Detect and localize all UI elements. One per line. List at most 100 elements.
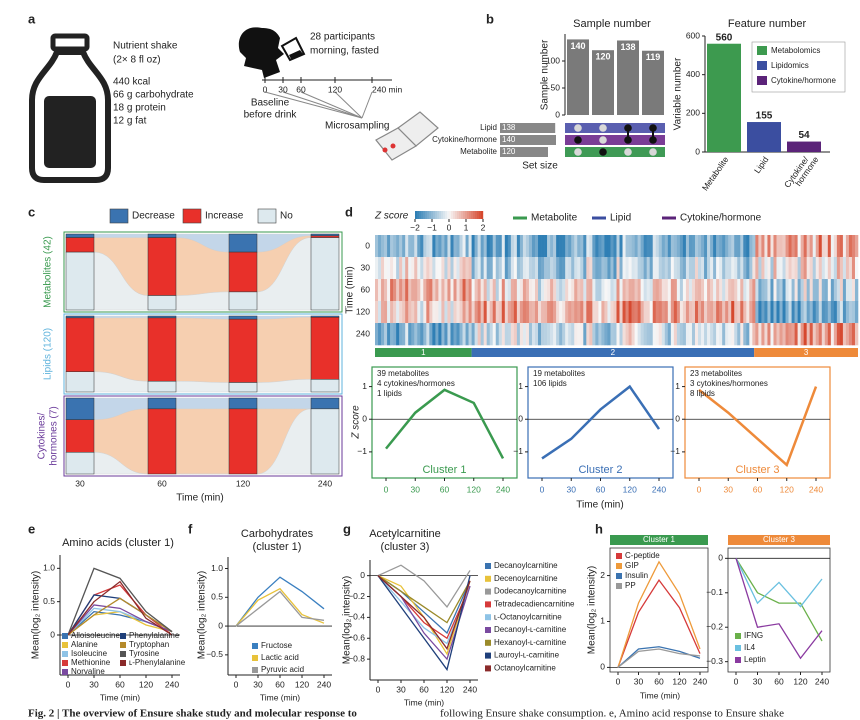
heatmap-cell: [438, 279, 442, 302]
heatmap-cell: [827, 323, 832, 346]
heatmap-cell: [483, 301, 487, 324]
heatmap-cell: [580, 323, 584, 346]
heatmap-cell: [773, 301, 777, 324]
membership-dot: [649, 136, 657, 144]
legend-label: IFNG: [744, 631, 763, 640]
legend-swatch: [257, 208, 277, 224]
heatmap-cell: [749, 323, 753, 346]
heatmap-cell: [435, 279, 439, 302]
heatmap-cell: [773, 323, 777, 346]
heatmap-cell: [691, 323, 696, 346]
heatmap-cell: [489, 279, 494, 302]
heatmap-cell: [438, 301, 442, 324]
heatmap-cell: [598, 257, 602, 280]
heatmap-cell: [510, 257, 515, 280]
x-tick-label: 0: [540, 484, 545, 494]
y-axis-label: Sample number: [540, 39, 551, 110]
heatmap-cell: [595, 301, 599, 324]
heatmap-cell: [803, 279, 807, 302]
heatmap-cell: [679, 323, 684, 346]
heatmap-cell: [731, 235, 735, 258]
heatmap-cell: [842, 257, 847, 280]
heatmap-cell: [643, 257, 647, 280]
x-tick-label: 240: [463, 684, 477, 694]
legend-label: Decanoylcarnitine: [494, 561, 558, 570]
heatmap-cell: [770, 235, 774, 258]
heatmap-cell: [453, 279, 457, 302]
heatmap-cell: [592, 257, 596, 280]
heatmap-cell: [538, 301, 542, 324]
heatmap-cell: [462, 323, 466, 346]
heatmap-cell: [420, 235, 424, 258]
heatmap-cell: [480, 279, 484, 302]
legend-label: Norvaline: [71, 667, 105, 676]
cluster-line: [385, 388, 505, 459]
heatmap-cell: [854, 323, 859, 346]
heatmap-cell: [432, 257, 436, 280]
heatmap-cell: [749, 279, 753, 302]
colorbar-cell: [447, 211, 450, 219]
y-tick-label: 0: [50, 629, 55, 639]
colorbar-tick-label: −1: [427, 222, 437, 232]
colorbar-cell: [419, 211, 422, 219]
legend-label: Leptin: [744, 655, 766, 664]
heatmap-cell: [586, 279, 590, 302]
legend-label: Cytokine/hormone: [771, 76, 836, 85]
heatmap-cell: [423, 323, 427, 346]
heatmap-cell: [489, 235, 494, 258]
heatmap-cell: [842, 301, 847, 324]
heatmap-cell: [740, 301, 744, 324]
heatmap-cell: [589, 323, 593, 346]
heatmap-cell: [531, 235, 536, 258]
heatmap-cell: [652, 279, 657, 302]
heatmap-cell: [586, 301, 590, 324]
heatmap-cell: [707, 235, 711, 258]
heatmap-cell: [574, 323, 578, 346]
cluster-header: [728, 535, 830, 545]
heatmap-cell: [797, 235, 801, 258]
heatmap-cell: [809, 235, 814, 258]
heatmap-cell: [378, 323, 382, 346]
heatmap-cell: [417, 301, 421, 324]
y-axis-label: Time (min): [345, 266, 356, 313]
heatmap-cell: [607, 279, 611, 302]
heatmap-cell: [498, 301, 503, 324]
heatmap-cell: [652, 257, 657, 280]
heatmap-cell: [580, 235, 584, 258]
legend-label: Insulin: [625, 571, 648, 580]
heatmap-cell: [713, 257, 717, 280]
heatmap-cell: [547, 257, 551, 280]
row-label: 60: [361, 284, 371, 294]
y-tick-label: 200: [686, 108, 700, 118]
colorbar-cell: [473, 211, 476, 219]
shake-name: Nutrient shake: [113, 41, 178, 52]
heatmap-cell: [465, 323, 469, 346]
heatmap-cell: [384, 235, 388, 258]
heatmap-cell: [815, 257, 820, 280]
heatmap-cell: [580, 279, 584, 302]
heatmap-cell: [547, 323, 551, 346]
legend-label: Increase: [205, 211, 244, 222]
colorbar-cell: [445, 211, 448, 219]
cluster-id: 1: [421, 348, 426, 357]
heatmap-cell: [731, 323, 735, 346]
heatmap-cell: [704, 323, 708, 346]
heatmap-cell: [534, 323, 539, 346]
set-size-bar: [500, 147, 548, 157]
nutrition-line: 18 g protein: [113, 103, 166, 114]
heatmap-cell: [622, 323, 626, 346]
series-line: [377, 575, 471, 672]
heatmap-cell: [544, 323, 548, 346]
heatmap-cell: [438, 235, 442, 258]
heatmap-cell: [797, 323, 801, 346]
heatmap-cell: [534, 235, 539, 258]
heatmap-cell: [731, 257, 735, 280]
heatmap-cell: [568, 235, 572, 258]
heatmap-cell: [691, 257, 696, 280]
heatmap-cell: [513, 257, 518, 280]
heatmap-cell: [743, 301, 747, 324]
heatmap-cell: [450, 235, 454, 258]
heatmap-cell: [477, 323, 481, 346]
legend-label: Metabolomics: [771, 46, 820, 55]
heatmap-cell: [758, 257, 762, 280]
